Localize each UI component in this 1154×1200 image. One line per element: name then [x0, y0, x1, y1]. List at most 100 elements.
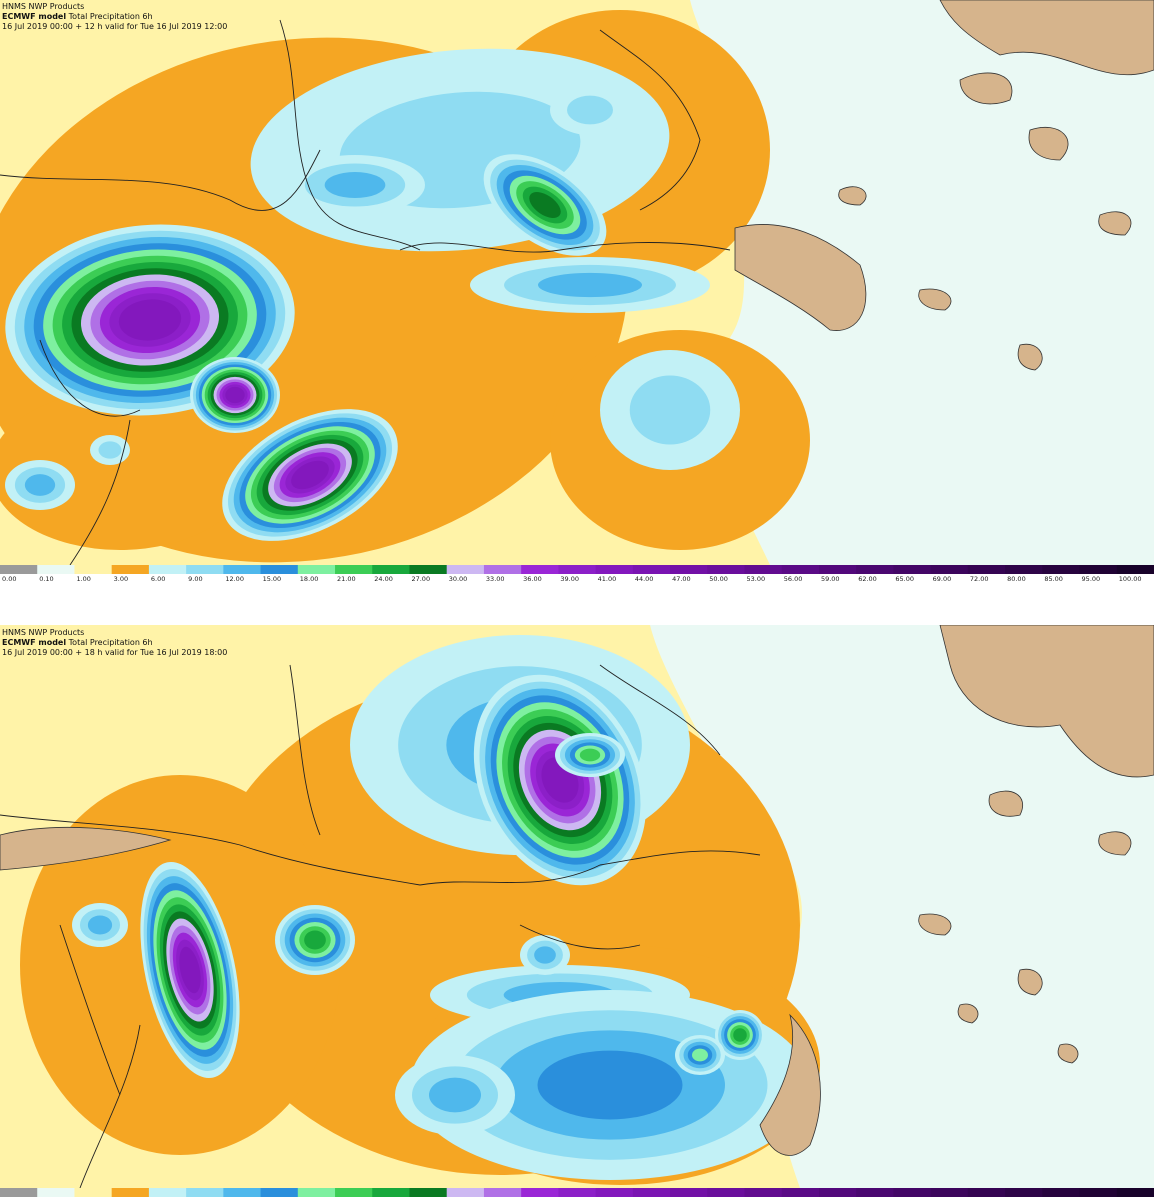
colorbar-swatch — [148, 1188, 187, 1197]
precip-contour — [291, 460, 329, 490]
colorbar-swatch — [744, 565, 783, 574]
header: HNMS NWP Products ECMWF model Total Prec… — [2, 628, 227, 658]
colorbar-swatch — [521, 565, 559, 574]
colorbar-label: 85.00 — [1044, 575, 1063, 583]
colorbar-swatch — [856, 565, 894, 574]
colorbar-label: 44.00 — [635, 575, 654, 583]
colorbar-label: 47.00 — [672, 575, 691, 583]
colorbar-swatch — [818, 1188, 857, 1197]
colorbar-swatch — [1116, 1188, 1154, 1197]
precip-contour — [304, 930, 326, 950]
colorbar-swatch — [37, 565, 75, 574]
colorbar-swatch — [260, 1188, 299, 1197]
colorbar-swatch — [930, 1188, 969, 1197]
colorbar-swatch — [1005, 565, 1043, 574]
colorbar-swatch — [1079, 1188, 1118, 1197]
colorbar-swatch — [409, 1188, 448, 1197]
colorbar-label: 95.00 — [1082, 575, 1101, 583]
map — [0, 624, 1154, 1189]
colorbar-swatch — [632, 1188, 671, 1197]
precip-contour — [538, 272, 642, 298]
precip-contour — [118, 299, 182, 341]
colorbar-swatch — [558, 1188, 597, 1197]
colorbar-swatch — [372, 1188, 410, 1197]
colorbar-swatch — [335, 1188, 373, 1197]
colorbar-swatch — [707, 565, 746, 574]
island — [838, 72, 1132, 371]
colorbar-label: 1.00 — [76, 575, 90, 583]
colorbar-swatch — [558, 565, 597, 574]
precip-contour — [692, 1048, 708, 1062]
colorbar-swatch — [781, 1188, 820, 1197]
colorbar-swatch — [148, 565, 187, 574]
colorbar-swatch — [1042, 565, 1081, 574]
product: Total Precipitation 6h — [68, 638, 153, 647]
colorbar-label: 39.00 — [560, 575, 579, 583]
colorbar-swatch — [372, 565, 410, 574]
colorbar-swatch — [670, 565, 708, 574]
colorbar-swatch — [595, 565, 634, 574]
island — [918, 790, 1132, 1064]
precip-contour — [0, 390, 250, 550]
colorbar-swatch — [1005, 1188, 1043, 1197]
colorbar-swatch — [893, 1188, 932, 1197]
colorbar-swatch — [707, 1188, 746, 1197]
map-panel: HNMS NWP Products ECMWF model Total Prec… — [0, 0, 1154, 590]
land — [0, 826, 172, 871]
colorbar-swatch — [446, 1188, 485, 1197]
colorbar-swatch — [111, 565, 150, 574]
colorbar-label: 9.00 — [188, 575, 202, 583]
colorbar-label: 15.00 — [263, 575, 282, 583]
colorbar-label: 62.00 — [858, 575, 877, 583]
colorbar-swatch — [74, 1188, 113, 1197]
colorbar-label: 6.00 — [151, 575, 165, 583]
colorbar-label: 3.00 — [114, 575, 128, 583]
valid-time: 16 Jul 2019 00:00 + 12 h valid for Tue 1… — [2, 22, 228, 31]
precip-contour — [629, 375, 711, 445]
colorbar-swatch — [0, 1188, 38, 1197]
colorbar-label: 50.00 — [709, 575, 728, 583]
source: HNMS NWP Products — [2, 2, 85, 11]
colorbar-swatch — [818, 565, 857, 574]
colorbar-label: 36.00 — [523, 575, 542, 583]
colorbar-swatch — [893, 565, 932, 574]
precip-contour — [24, 474, 56, 496]
colorbar-swatch — [74, 565, 113, 574]
precip-contour — [87, 915, 113, 935]
land — [939, 0, 1154, 76]
model: ECMWF model — [2, 12, 67, 21]
precip-contour — [537, 1050, 683, 1120]
map — [0, 0, 1154, 566]
colorbar-swatch — [223, 1188, 262, 1197]
header: HNMS NWP Products ECMWF model Total Prec… — [2, 2, 227, 32]
colorbar-swatch — [446, 565, 485, 574]
colorbar-swatch — [483, 565, 522, 574]
colorbar-label: 30.00 — [449, 575, 468, 583]
valid-time: 16 Jul 2019 00:00 + 18 h valid for Tue 1… — [2, 648, 228, 657]
colorbar-swatch — [409, 565, 448, 574]
colorbar-swatch — [670, 1188, 708, 1197]
colorbar-swatch — [0, 565, 38, 574]
precip-contour — [179, 946, 201, 994]
colorbar-swatch — [1042, 1188, 1081, 1197]
colorbar-swatch — [223, 565, 262, 574]
colorbar-label: 53.00 — [747, 575, 766, 583]
colorbar-label: 18.00 — [300, 575, 319, 583]
model: ECMWF model — [2, 638, 67, 647]
colorbar-swatch — [37, 1188, 75, 1197]
colorbar-label: 21.00 — [337, 575, 356, 583]
colorbar-swatch — [297, 565, 336, 574]
colorbar-swatch — [1116, 565, 1154, 574]
colorbar-swatch — [521, 1188, 559, 1197]
border — [0, 664, 761, 1189]
colorbar-swatch — [297, 1188, 336, 1197]
colorbar-swatch — [930, 565, 969, 574]
colorbar-swatch — [632, 565, 671, 574]
colorbar-label: 0.00 — [2, 575, 16, 583]
colorbar-swatch — [111, 1188, 150, 1197]
colorbar-swatch — [744, 1188, 783, 1197]
colorbar-label: 80.00 — [1007, 575, 1026, 583]
colorbar-label: 12.00 — [225, 575, 244, 583]
colorbar-swatch — [1079, 565, 1118, 574]
